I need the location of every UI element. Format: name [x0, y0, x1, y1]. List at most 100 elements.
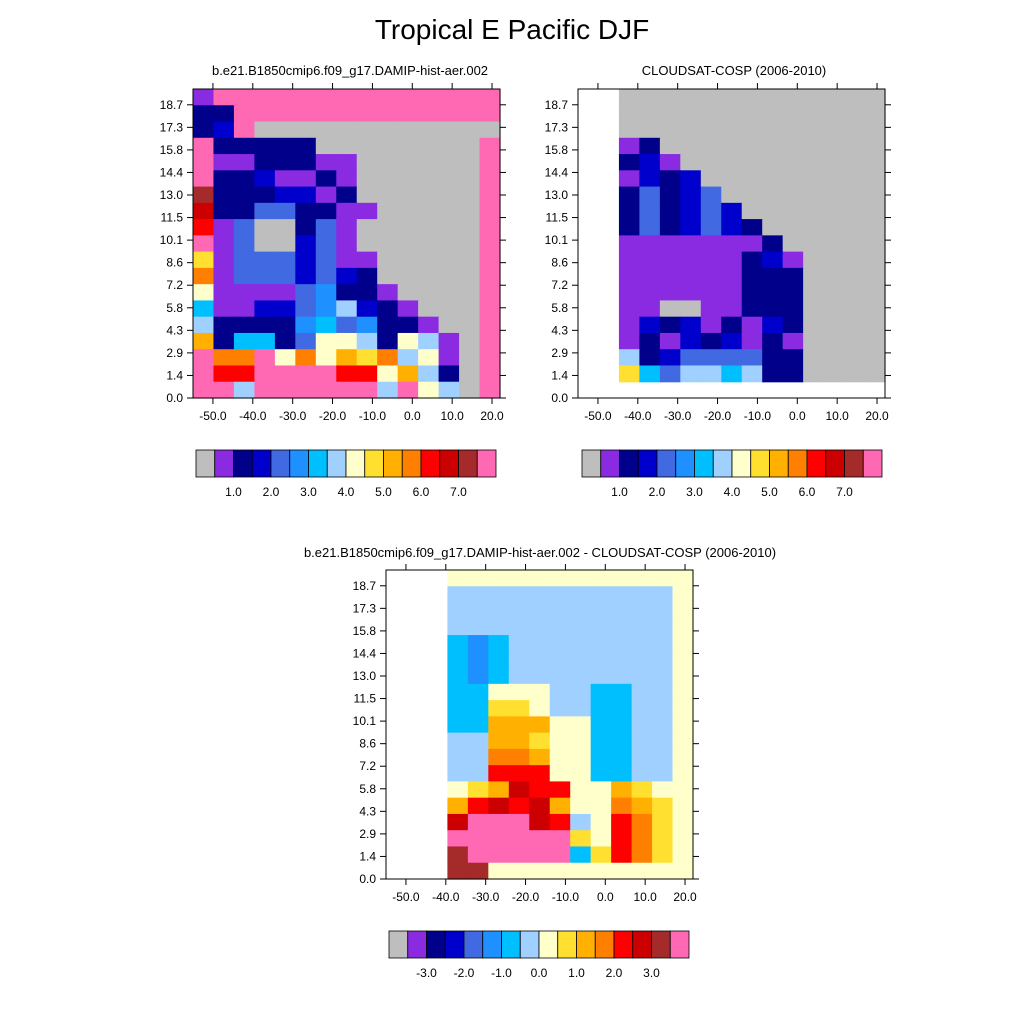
heatmap-cell [864, 300, 886, 318]
x-tick-label: -40.0 [432, 890, 460, 904]
heatmap-cell [467, 862, 489, 880]
heatmap-cell [680, 186, 702, 204]
heatmap-cell [315, 137, 337, 155]
heatmap-cell [467, 667, 489, 685]
y-tick-label: 0.0 [551, 391, 568, 405]
heatmap-cell [529, 570, 551, 587]
heatmap-cell [488, 716, 510, 734]
heatmap-cell [508, 651, 530, 669]
heatmap-cell [672, 781, 694, 799]
heatmap-cell [233, 381, 255, 399]
heatmap-cell [233, 202, 255, 220]
y-tick-label: 0.0 [359, 872, 376, 886]
colorbar-box [675, 449, 695, 478]
heatmap-cell [438, 300, 460, 318]
heatmap-cell [529, 635, 551, 652]
heatmap-cell [700, 365, 722, 383]
heatmap-cell [639, 186, 661, 204]
heatmap-cell [193, 186, 215, 204]
heatmap-cell [652, 700, 674, 717]
colorbar-box [787, 449, 808, 478]
y-tick-label: 18.7 [160, 98, 184, 112]
heatmap-cell [631, 602, 653, 620]
heatmap-cell [418, 316, 440, 334]
heatmap-cell [680, 267, 702, 285]
heatmap-cell [418, 349, 440, 367]
heatmap-cell [295, 121, 317, 139]
heatmap-cell [570, 651, 592, 669]
heatmap-cell [274, 381, 296, 399]
heatmap-cell [377, 284, 399, 302]
heatmap-cell [447, 813, 469, 831]
heatmap-cell [762, 316, 784, 334]
heatmap-cell [254, 170, 276, 188]
heatmap-cell [844, 267, 866, 285]
heatmap-cell [549, 635, 571, 652]
heatmap-cell [295, 381, 317, 399]
x-tick-label: -20.0 [319, 409, 347, 423]
heatmap-cell [459, 235, 481, 253]
heatmap-cell [611, 586, 633, 604]
heatmap-cell [254, 300, 276, 318]
heatmap-cell [659, 284, 681, 302]
heatmap-cell [570, 602, 592, 620]
heatmap-cell [864, 105, 886, 123]
heatmap-cell [611, 683, 633, 701]
heatmap-cell [659, 219, 681, 236]
heatmap-cell [356, 365, 378, 383]
heatmap-cell [721, 267, 743, 285]
heatmap-cell [762, 267, 784, 285]
heatmap-cell [639, 251, 661, 269]
heatmap-cell [315, 89, 337, 106]
heatmap-cell [803, 349, 825, 367]
heatmap-cell [659, 349, 681, 367]
colorbar-box [476, 449, 497, 478]
heatmap-cell [659, 137, 681, 155]
heatmap-cell [254, 202, 276, 220]
heatmap-cell [803, 235, 825, 253]
heatmap-cell [631, 700, 653, 717]
heatmap-cell [447, 570, 469, 587]
x-tick-label: 20.0 [865, 409, 889, 423]
heatmap-cell [639, 202, 661, 220]
heatmap-cell [844, 300, 866, 318]
heatmap-cell [274, 170, 296, 188]
heatmap-cell [631, 846, 653, 864]
colorbar-box [844, 449, 864, 478]
heatmap-cell [479, 284, 501, 302]
heatmap-cell [467, 618, 489, 636]
heatmap-cell [590, 732, 612, 750]
heatmap-cell [823, 300, 845, 318]
heatmap-cell [488, 862, 510, 880]
heatmap-cell [336, 332, 358, 350]
heatmap-cell [823, 267, 845, 285]
heatmap-cell [254, 105, 276, 123]
heatmap-cell [508, 667, 530, 685]
colorbar-box [308, 449, 328, 478]
y-tick-label: 5.8 [551, 301, 568, 315]
heatmap-cell [529, 700, 551, 717]
heatmap-cell [213, 121, 235, 139]
colorbar-box [501, 930, 521, 959]
heatmap-cell [631, 813, 653, 831]
heatmap-cell [639, 365, 661, 383]
heatmap-cell [233, 137, 255, 155]
x-tick-label: -20.0 [512, 890, 540, 904]
heatmap-cell [336, 121, 358, 139]
heatmap-cell [823, 137, 845, 155]
heatmap-cell [508, 846, 530, 864]
heatmap-cell [639, 332, 661, 350]
heatmap-cell [377, 137, 399, 155]
heatmap-cell [631, 716, 653, 734]
heatmap-cell [508, 635, 530, 652]
heatmap-cell [529, 586, 551, 604]
heatmap-cell [570, 862, 592, 880]
y-tick-label: 18.7 [353, 579, 377, 593]
heatmap-cell [803, 365, 825, 383]
y-tick-label: 17.3 [160, 120, 184, 134]
heatmap-cell [438, 137, 460, 155]
heatmap-cell [529, 748, 551, 766]
heatmap-cell [741, 170, 763, 188]
heatmap-cell [700, 235, 722, 253]
heatmap-cell [315, 267, 337, 285]
